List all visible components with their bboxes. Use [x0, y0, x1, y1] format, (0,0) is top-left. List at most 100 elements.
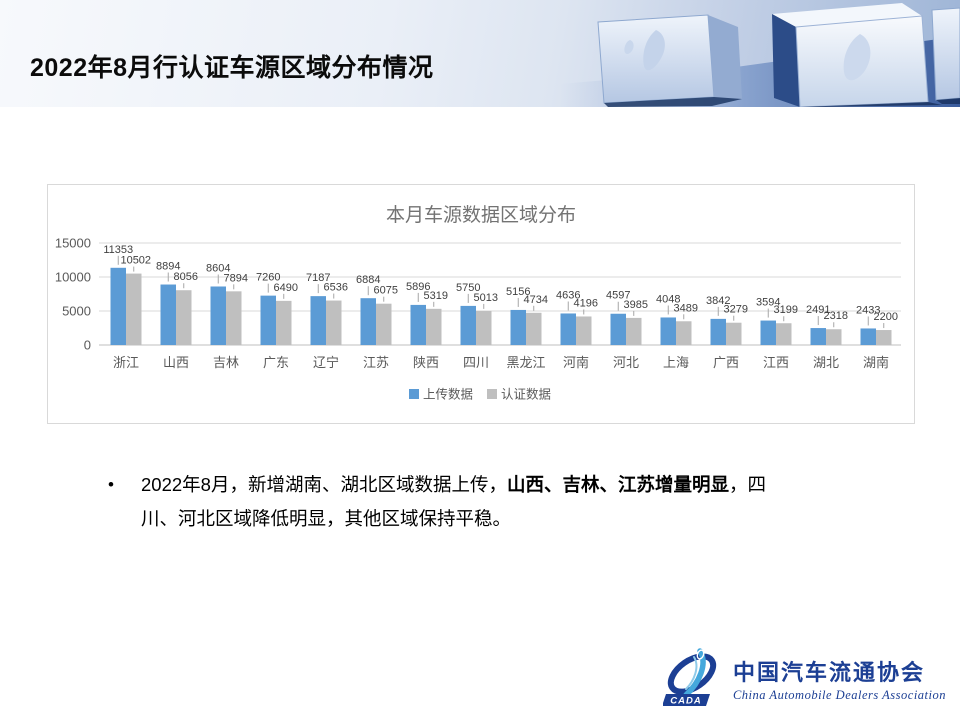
legend-label: 认证数据: [501, 387, 551, 402]
x-axis-label: 江苏: [363, 355, 389, 370]
bar-certified: [776, 323, 792, 345]
chart-card: 本月车源数据区域分布 0 5000 10000 15000 11353 10502 8894 8…: [47, 184, 915, 424]
data-label-certified: 8056: [174, 271, 198, 283]
cubes-decoration-graphic: [560, 3, 960, 107]
data-label-upload: 5750: [456, 282, 480, 294]
data-label-certified: 5319: [424, 290, 448, 302]
cada-emblem-icon: CADA: [662, 648, 717, 707]
bar-upload: [460, 305, 476, 345]
bar-certified: [526, 312, 542, 345]
bar-certified: [276, 300, 292, 345]
data-label-certified: 6490: [274, 282, 298, 294]
bar-upload: [310, 296, 326, 345]
chart-title: 本月车源数据区域分布: [386, 204, 576, 226]
legend-swatch: [409, 389, 419, 399]
bar-upload: [260, 295, 276, 345]
x-axis-label: 山西: [163, 355, 189, 370]
data-label-upload: 8894: [156, 261, 180, 273]
bar-upload: [560, 313, 576, 345]
page-title: 2022年8月行认证车源区域分布情况: [30, 54, 434, 82]
data-label-upload: 7260: [256, 272, 280, 284]
x-axis-label: 辽宁: [313, 355, 339, 370]
data-label-certified: 6536: [324, 282, 348, 294]
cada-acronym: CADA: [670, 696, 701, 707]
bar-upload: [210, 286, 226, 345]
bar-upload: [160, 284, 176, 345]
summary-text-before: 2022年8月，新增湖南、湖北区域数据上传，: [141, 474, 507, 495]
bar-upload: [760, 320, 776, 345]
data-label-upload: 6884: [356, 274, 380, 286]
bullet-marker: •: [108, 475, 114, 494]
x-axis-label: 广西: [713, 355, 739, 370]
x-axis-label: 陕西: [413, 355, 439, 370]
data-label-certified: 3279: [724, 304, 748, 316]
x-axis-label: 湖北: [813, 355, 839, 370]
cada-logo: CADA 中国汽车流通协会 China Automobile Dealers A…: [662, 648, 946, 710]
bar-upload: [110, 267, 126, 345]
logo-name-cn: 中国汽车流通协会: [732, 660, 925, 685]
summary-text-after: ，四川、河北区域降低明显，其他区域保持平稳。: [141, 474, 766, 529]
bar-certified: [876, 330, 892, 345]
x-axis-label: 黑龙江: [506, 355, 545, 370]
x-axis-label: 河北: [613, 355, 639, 370]
data-label-certified: 4734: [524, 294, 548, 306]
legend-label: 上传数据: [423, 387, 473, 402]
data-label-certified: 10502: [120, 255, 151, 267]
x-axis-label: 湖南: [863, 355, 889, 370]
legend: 上传数据 认证数据: [409, 387, 551, 402]
summary-text: 2022年8月，新增湖南、湖北区域数据上传，山西、吉林、江苏增量明显，四川、河北…: [141, 468, 780, 536]
bar-certified: [576, 316, 592, 345]
bar-certified: [476, 310, 492, 345]
bar-certified: [126, 273, 142, 345]
data-label-certified: 2318: [824, 310, 848, 322]
bar-certified: [676, 321, 692, 345]
bar-certified: [726, 322, 742, 345]
bar-upload: [410, 304, 426, 345]
logo-name-en: China Automobile Dealers Association: [732, 688, 946, 702]
bar-upload: [610, 313, 626, 345]
x-axis-label: 吉林: [213, 355, 239, 370]
data-label-upload: 7187: [306, 272, 330, 284]
x-axis-label: 四川: [463, 355, 489, 370]
data-label-certified: 3985: [624, 299, 648, 311]
y-axis-labels: 0 5000 10000 15000: [55, 236, 91, 353]
x-axis-label: 浙江: [113, 355, 139, 370]
bar-upload: [710, 318, 726, 345]
bars-upload: [110, 267, 876, 345]
x-axis-label: 上海: [663, 355, 689, 370]
data-label-certified: 2200: [874, 311, 898, 323]
bar-upload: [510, 309, 526, 345]
slide-header: 2022年8月行认证车源区域分布情况: [0, 0, 960, 107]
svg-text:0: 0: [84, 338, 91, 353]
data-label-certified: 5013: [474, 292, 498, 304]
x-axis-labels: 浙江 山西 吉林 广东 辽宁 江苏 陕西 四川 黑龙江 河南 河北 上海 广西 江西 湖北 湖南: [113, 355, 889, 370]
data-label-certified: 4196: [574, 297, 598, 309]
bar-certified: [326, 300, 342, 345]
data-label-upload: 3594: [756, 297, 780, 309]
bar-upload: [360, 298, 376, 345]
data-label-upload: 4048: [656, 293, 680, 305]
data-label-upload: 11353: [103, 244, 133, 256]
data-label-upload: 4597: [606, 290, 630, 302]
svg-text:5000: 5000: [62, 304, 91, 319]
svg-text:10000: 10000: [55, 270, 91, 285]
bar-certified: [176, 290, 192, 345]
logo-text-block: 中国汽车流通协会 China Automobile Dealers Associ…: [733, 655, 946, 703]
summary-text-bold: 山西、吉林、江苏增量明显: [506, 474, 729, 495]
data-label-certified: 6075: [374, 285, 398, 297]
data-label-certified: 3489: [674, 302, 698, 314]
x-axis-label: 河南: [563, 355, 589, 370]
data-label-certified: 3199: [774, 304, 798, 316]
bars-certified: [126, 273, 892, 345]
x-axis-label: 江西: [763, 355, 789, 370]
bar-upload: [810, 328, 826, 345]
bar-certified: [376, 303, 392, 345]
data-label-upload: 2433: [856, 304, 880, 316]
data-label-upload: 3842: [706, 295, 730, 307]
data-label-upload: 4636: [556, 289, 580, 301]
data-label-upload: 8604: [206, 262, 230, 274]
data-label-certified: 7894: [224, 272, 248, 284]
bar-certified: [426, 308, 442, 345]
